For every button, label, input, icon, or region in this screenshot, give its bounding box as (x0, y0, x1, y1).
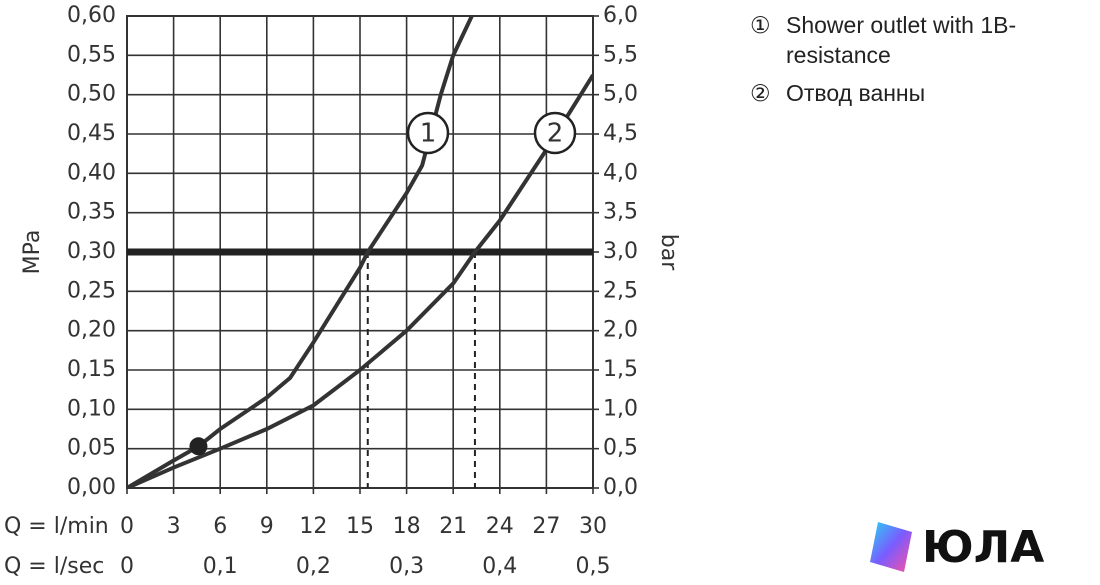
x-tick-label: 21 (439, 514, 467, 539)
y-tick-label: 0,15 (67, 357, 116, 382)
y-tick-label: 0,55 (67, 42, 116, 67)
curve-label-circle (533, 111, 577, 155)
x2-tick-label: 0,4 (482, 554, 517, 579)
y2-tick-label: 0,0 (603, 475, 638, 500)
x2-axis-label: Q = l/sec (4, 554, 104, 579)
y-tick-label: 0,35 (67, 200, 116, 225)
y2-tick-label: 2,5 (603, 278, 638, 303)
y-tick-label: 0,50 (67, 82, 116, 107)
y-tick-label: 0,05 (67, 436, 116, 461)
series-line (127, 73, 593, 488)
y2-tick-label: 5,0 (603, 82, 638, 107)
x-tick-label: 30 (579, 514, 607, 539)
x-axis-label: Q = l/min (4, 514, 109, 539)
x2-tick-label: 0,5 (576, 554, 611, 579)
y2-tick-label: 3,0 (603, 239, 638, 264)
legend-item: ② Отвод ванны (750, 78, 1090, 108)
legend-item: ① Shower outlet with 1B-resistance (750, 10, 1090, 70)
y-tick-label: 0,10 (67, 396, 116, 421)
x2-tick-label: 0 (120, 554, 134, 579)
y2-tick-label: 0,5 (603, 436, 638, 461)
legend-marker: ① (750, 12, 771, 38)
y-tick-label: 0,45 (67, 121, 116, 146)
y-tick-label: 0,30 (67, 239, 116, 264)
y2-tick-label: 1,5 (603, 357, 638, 382)
curve-label: 2 (547, 119, 564, 149)
y2-tick-label: 6,0 (603, 3, 638, 28)
y-tick-label: 0,25 (67, 278, 116, 303)
y2-tick-label: 5,5 (603, 42, 638, 67)
x-tick-label: 24 (486, 514, 514, 539)
legend-label: Отвод ванны (786, 80, 926, 106)
y-tick-label: 0,40 (67, 160, 116, 185)
y2-tick-label: 4,5 (603, 121, 638, 146)
logo-icon (870, 522, 912, 572)
x2-tick-label: 0,1 (203, 554, 238, 579)
x-tick-label: 9 (260, 514, 274, 539)
x-tick-label: 27 (532, 514, 560, 539)
legend-marker: ② (750, 80, 771, 106)
curve-label-circle (406, 111, 450, 155)
y2-tick-label: 2,0 (603, 318, 638, 343)
curve-label: 1 (420, 119, 437, 149)
y2-axis-label: bar (656, 234, 681, 271)
x2-tick-label: 0,3 (389, 554, 424, 579)
y-tick-label: 0,20 (67, 318, 116, 343)
y2-tick-label: 4,0 (603, 160, 638, 185)
x-tick-label: 3 (167, 514, 181, 539)
y-tick-label: 0,60 (67, 3, 116, 28)
legend: ① Shower outlet with 1B-resistance ② Отвод … (750, 10, 1090, 116)
x-tick-label: 15 (346, 514, 374, 539)
legend-label: Shower outlet with 1B-resistance (786, 12, 1017, 68)
y-axis-label: MPa (20, 230, 45, 275)
y-tick-label: 0,00 (67, 475, 116, 500)
watermark: ЮЛА (922, 522, 1044, 573)
x-tick-label: 6 (213, 514, 227, 539)
x-tick-label: 12 (299, 514, 327, 539)
y2-tick-label: 3,5 (603, 200, 638, 225)
x-tick-label: 0 (120, 514, 134, 539)
y2-tick-label: 1,0 (603, 396, 638, 421)
x-tick-label: 18 (393, 514, 421, 539)
marked-point (189, 437, 208, 456)
x2-tick-label: 0,2 (296, 554, 331, 579)
